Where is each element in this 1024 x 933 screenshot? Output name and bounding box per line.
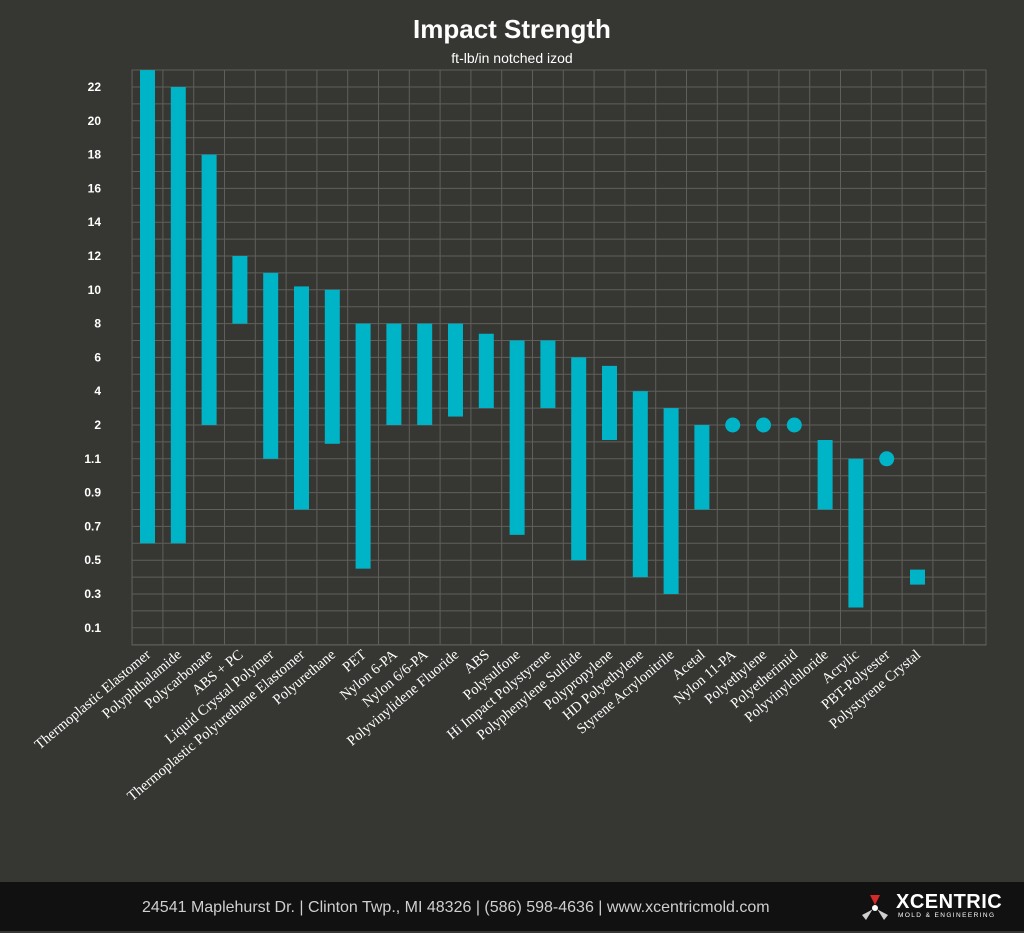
impact-strength-chart: Impact Strength ft-lb/in notched izod 0.… [32, 14, 987, 805]
y-tick-label: 22 [88, 80, 102, 94]
chart-title: Impact Strength [413, 14, 611, 44]
y-tick-label: 12 [88, 249, 102, 263]
range-bar [324, 289, 340, 444]
range-bar [694, 425, 710, 510]
range-bar [817, 440, 833, 510]
y-tick-label: 1.1 [84, 452, 101, 466]
y-tick-label: 14 [88, 215, 102, 229]
y-tick-label: 6 [94, 350, 101, 364]
y-tick-label: 0.1 [84, 621, 101, 635]
point-marker [725, 417, 741, 433]
range-bar [140, 70, 155, 544]
point-marker [756, 417, 771, 433]
range-bar [663, 408, 679, 594]
x-axis-ticks: Thermoplastic ElastomerPolyphthalamidePo… [32, 646, 924, 804]
footer-bar: 24541 Maplehurst Dr. | Clinton Twp., MI … [0, 882, 1024, 931]
footer-contact: 24541 Maplehurst Dr. | Clinton Twp., MI … [142, 899, 770, 916]
y-tick-label: 0.7 [84, 519, 101, 533]
point-marker [879, 451, 895, 467]
y-tick-label: 10 [88, 283, 102, 297]
point-marker [786, 417, 802, 433]
logo-tagline: MOLD & ENGINEERING [898, 912, 996, 919]
range-bar [571, 357, 587, 561]
range-bar [632, 391, 648, 578]
range-bar [355, 323, 371, 569]
y-tick-label: 4 [94, 384, 101, 398]
range-bar [170, 87, 186, 544]
range-bar [201, 154, 217, 425]
logo-wordmark: XCENTRIC [896, 891, 1003, 913]
range-bar [263, 272, 279, 459]
chart-subtitle: ft-lb/in notched izod [451, 50, 572, 66]
y-tick-label: 18 [88, 148, 102, 162]
range-bar [417, 323, 433, 425]
range-bar [294, 286, 309, 510]
y-tick-label: 16 [88, 181, 102, 195]
range-bar [232, 256, 248, 324]
range-bar [478, 333, 494, 409]
chart-marks [140, 70, 925, 608]
y-tick-label: 0.3 [84, 587, 101, 601]
y-tick-label: 0.5 [84, 553, 101, 567]
range-bar [448, 323, 463, 417]
square-marker [910, 569, 925, 585]
range-bar [540, 340, 556, 409]
range-bar [848, 458, 864, 608]
y-tick-label: 20 [88, 114, 102, 128]
range-bar [602, 365, 617, 441]
y-tick-label: 8 [94, 317, 101, 331]
company-logo: XCENTRIC MOLD & ENGINEERING [860, 891, 1003, 923]
xcentric-logo-icon [862, 895, 888, 920]
range-bar [386, 323, 402, 425]
range-bar [509, 340, 525, 535]
y-axis-ticks: 0.1 0.3 0.5 0.7 0.9 1.1 2 4 6 8 10 12 14 16 18 20 22 [84, 80, 101, 635]
y-tick-label: 0.9 [84, 486, 101, 500]
y-tick-label: 2 [94, 418, 101, 432]
